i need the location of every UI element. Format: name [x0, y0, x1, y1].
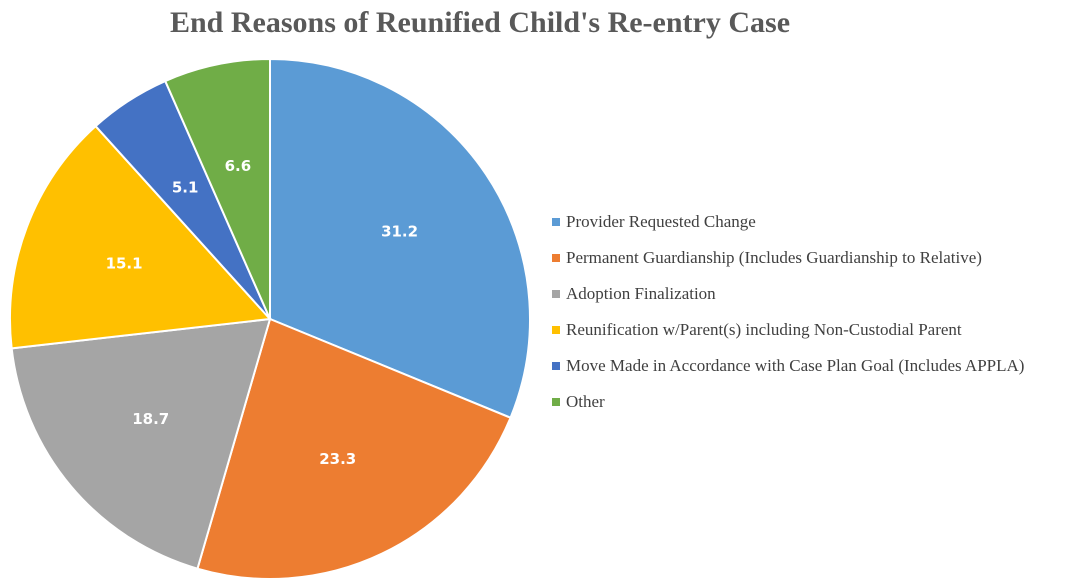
legend-label-6: Other: [566, 392, 605, 411]
legend-item-3: Adoption Finalization: [552, 276, 1024, 312]
legend-label-5: Move Made in Accordance with Case Plan G…: [566, 356, 1025, 375]
legend: Provider Requested Change Permanent Guard…: [552, 204, 1024, 420]
legend-label-2: Permanent Guardianship (Includes Guardia…: [566, 248, 982, 267]
legend-swatch-4: [552, 326, 560, 334]
pie-slice-1: [269, 57, 531, 420]
legend-swatch-6: [552, 398, 560, 406]
data-label-3: 18.7: [132, 410, 169, 428]
legend-swatch-2: [552, 254, 560, 262]
data-label-2: 23.3: [319, 450, 356, 468]
legend-swatch-3: [552, 290, 560, 298]
data-label-1: 31.2: [381, 223, 418, 241]
legend-label-3: Adoption Finalization: [566, 284, 716, 303]
chart-title: End Reasons of Reunified Child's Re-entr…: [169, 6, 791, 39]
legend-label-1: Provider Requested Change: [566, 212, 756, 231]
pie-slice-2: [196, 317, 512, 580]
pie-slice-6: [163, 57, 271, 320]
pie-slice-4: [9, 124, 273, 350]
legend-item-6: Other: [552, 384, 1024, 420]
data-label-5: 5.1: [172, 179, 199, 197]
legend-item-5: Move Made in Accordance with Case Plan G…: [552, 348, 1024, 384]
legend-label-4: Reunification w/Parent(s) including Non-…: [566, 320, 962, 339]
legend-item-4: Reunification w/Parent(s) including Non-…: [552, 312, 1024, 348]
legend-item-2: Permanent Guardianship (Includes Guardia…: [552, 240, 1024, 276]
data-label-6: 6.6: [225, 157, 252, 175]
legend-swatch-1: [552, 218, 560, 226]
legend-swatch-5: [552, 362, 560, 370]
data-label-4: 15.1: [106, 254, 143, 272]
pie-slice-3: [10, 317, 272, 570]
legend-item-1: Provider Requested Change: [552, 204, 1024, 240]
